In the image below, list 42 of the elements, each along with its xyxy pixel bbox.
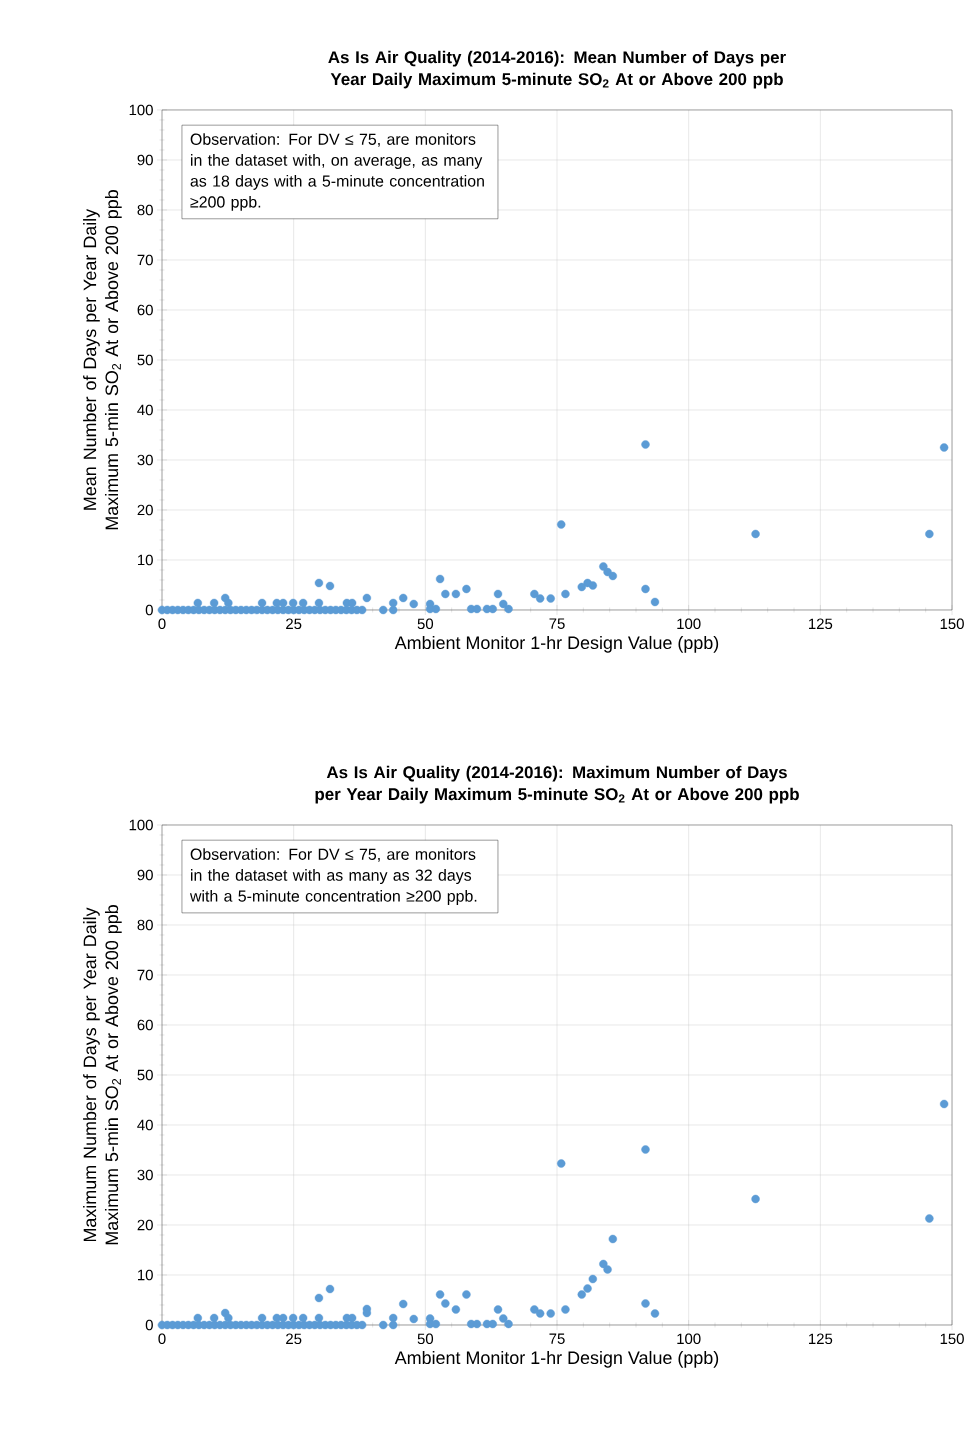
y-tick-label: 0 xyxy=(145,604,153,616)
y-tick-label: 20 xyxy=(137,1219,153,1231)
y-tick-label: 60 xyxy=(137,304,153,316)
y-tick-label: 80 xyxy=(137,204,153,216)
y-tick-label: 50 xyxy=(137,354,153,366)
x-tick-label: 25 xyxy=(286,1333,302,1345)
y-tick-label: 0 xyxy=(145,1319,153,1331)
annotation: Observation: For DV ≤ 75, are monitors in the dataset with, on average, as many as 18 days with a 5-minute concentration ≥200 ppb. xyxy=(190,133,484,211)
x-tick-label: 50 xyxy=(417,618,434,630)
x-tick-label: 75 xyxy=(549,1333,565,1344)
y-tick-label: 40 xyxy=(137,1119,153,1131)
x-tick-label: 100 xyxy=(677,618,701,630)
y-tick-label: 40 xyxy=(137,404,153,416)
y-tick-label: 100 xyxy=(129,104,153,116)
x-tick-label: 125 xyxy=(809,618,833,630)
x-tick-label: 150 xyxy=(940,1333,964,1345)
annotation: Observation: For DV ≤ 75, are monitors in the dataset with as many as 32 days with a 5-minute concentration ≥200 ppb. xyxy=(189,848,477,905)
y-tick-label: 90 xyxy=(137,154,153,166)
y-tick-label: 20 xyxy=(137,504,153,516)
y-tick-label: 30 xyxy=(137,1169,153,1181)
y-tick-label: 60 xyxy=(137,1019,153,1031)
y-tick-label: 100 xyxy=(129,819,153,831)
y-tick-label: 80 xyxy=(137,919,153,931)
y-tick-label: 70 xyxy=(137,254,153,266)
x-axis-title: Ambient Monitor 1-hr Design Value (ppb) xyxy=(394,635,719,653)
y-tick-label: 90 xyxy=(137,869,153,881)
y-tick-label: 50 xyxy=(137,1069,153,1081)
x-tick-label: 75 xyxy=(549,618,565,629)
chart-title: As Is Air Quality (2014-2016): Maximum Number of Days per Year Daily Maximum 5-minute SO$_{2}$ At or Above 200 ppb xyxy=(315,765,799,804)
y-tick-label: 70 xyxy=(137,969,153,981)
y-tick-label: 10 xyxy=(138,1269,153,1281)
x-tick-label: 0 xyxy=(158,618,166,630)
y-tick-label: 10 xyxy=(138,554,153,566)
chart-title: As Is Air Quality (2014-2016): Mean Number of Days per Year Daily Maximum 5-minute SO$_{2}$ At or Above 200 ppb xyxy=(328,50,786,89)
x-tick-label: 150 xyxy=(940,618,964,630)
x-tick-label: 100 xyxy=(677,1333,701,1345)
x-tick-label: 125 xyxy=(809,1333,833,1345)
x-tick-label: 50 xyxy=(417,1333,434,1345)
x-axis-title: Ambient Monitor 1-hr Design Value (ppb) xyxy=(394,1350,719,1368)
y-tick-label: 30 xyxy=(137,454,153,466)
x-tick-label: 25 xyxy=(286,618,302,630)
x-tick-label: 0 xyxy=(158,1333,166,1345)
